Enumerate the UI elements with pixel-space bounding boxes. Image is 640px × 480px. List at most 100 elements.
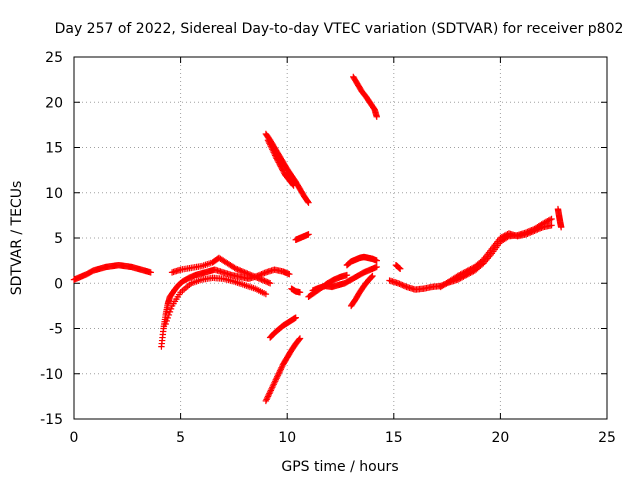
data-point xyxy=(268,385,275,393)
data-point xyxy=(266,390,273,397)
data-point xyxy=(296,335,304,342)
data-point xyxy=(465,266,473,274)
data-point xyxy=(269,147,277,155)
data-point xyxy=(395,264,402,271)
data-point xyxy=(241,269,248,276)
data-point xyxy=(235,266,243,274)
data-point xyxy=(256,275,264,283)
data-point xyxy=(396,280,403,288)
chart-title: Day 257 of 2022, Sidereal Day-to-day VTE… xyxy=(55,21,624,37)
data-point xyxy=(269,384,276,391)
data-point xyxy=(536,225,544,232)
data-point xyxy=(457,271,464,278)
data-point xyxy=(454,272,461,280)
data-point xyxy=(277,366,285,373)
data-point xyxy=(286,271,293,278)
data-point xyxy=(527,229,534,236)
data-point xyxy=(343,271,351,279)
data-point xyxy=(272,153,280,161)
data-point xyxy=(458,270,466,277)
data-point xyxy=(274,372,282,379)
data-point xyxy=(263,396,270,403)
series-arc-7 xyxy=(292,231,312,244)
data-point xyxy=(500,233,507,240)
data-point xyxy=(259,270,267,277)
data-point xyxy=(367,274,375,281)
y-tick-label: -10 xyxy=(40,367,63,383)
data-point xyxy=(548,215,555,223)
data-point xyxy=(369,272,376,280)
axis-ticks xyxy=(73,56,608,420)
data-point xyxy=(535,225,542,233)
data-point xyxy=(394,280,402,287)
data-point xyxy=(290,182,297,189)
data-point xyxy=(249,272,257,280)
data-point xyxy=(478,257,486,265)
data-point xyxy=(546,216,554,223)
data-point xyxy=(278,364,285,371)
data-point xyxy=(258,271,265,278)
data-point xyxy=(460,269,467,277)
y-axis-tick-labels: -15 -10 -5 0 5 10 15 20 25 xyxy=(40,50,63,428)
data-point xyxy=(242,269,250,277)
data-point xyxy=(167,305,175,313)
series-arc-16 xyxy=(392,261,404,272)
y-tick-label: 10 xyxy=(45,186,63,202)
data-point xyxy=(502,231,510,239)
series-arc-13 xyxy=(343,253,380,269)
x-axis-tick-labels: 0 5 10 15 20 25 xyxy=(70,430,616,446)
data-point xyxy=(467,266,474,273)
data-point xyxy=(165,311,173,319)
data-point xyxy=(265,138,272,145)
data-point xyxy=(545,217,552,224)
data-point xyxy=(147,269,154,276)
data-point xyxy=(231,264,238,272)
data-point xyxy=(264,278,271,286)
data-point xyxy=(455,272,463,279)
y-tick-label: 15 xyxy=(45,141,63,157)
data-point xyxy=(166,308,174,316)
series-arc-12 xyxy=(305,271,351,301)
data-point xyxy=(400,282,407,289)
data-point xyxy=(248,272,255,279)
data-point xyxy=(401,283,409,290)
data-point xyxy=(524,230,531,237)
data-point xyxy=(501,232,508,239)
data-point xyxy=(162,320,169,328)
y-tick-label: -5 xyxy=(49,322,63,338)
data-point xyxy=(531,227,538,234)
data-point xyxy=(271,150,278,158)
data-point xyxy=(289,181,297,188)
data-point xyxy=(464,267,471,274)
data-point xyxy=(245,271,253,278)
data-point xyxy=(525,229,533,237)
y-tick-label: 25 xyxy=(45,50,63,66)
data-point xyxy=(548,222,555,229)
data-point xyxy=(397,281,405,288)
data-point xyxy=(259,277,267,284)
data-point xyxy=(468,265,476,272)
x-tick-label: 20 xyxy=(491,430,509,446)
data-point xyxy=(368,273,375,280)
y-axis-label: SDTVAR / TECUs xyxy=(9,181,25,296)
data-point xyxy=(264,394,271,402)
data-point xyxy=(261,277,268,285)
series-arc-4 xyxy=(168,254,274,287)
data-point xyxy=(252,274,260,281)
data-point xyxy=(538,224,545,231)
data-point xyxy=(463,268,470,275)
data-point xyxy=(273,375,280,382)
data-point xyxy=(305,199,312,206)
data-point xyxy=(296,289,304,296)
data-point xyxy=(244,270,251,277)
data-point xyxy=(497,234,504,242)
data-point xyxy=(254,274,261,282)
data-point xyxy=(373,263,380,271)
data-point xyxy=(265,391,272,399)
data-point xyxy=(264,393,272,400)
series-arc-14 xyxy=(347,272,376,310)
data-point xyxy=(557,223,565,231)
data-point xyxy=(251,273,258,280)
series-arc-1 xyxy=(70,261,154,283)
data-point xyxy=(268,144,275,152)
